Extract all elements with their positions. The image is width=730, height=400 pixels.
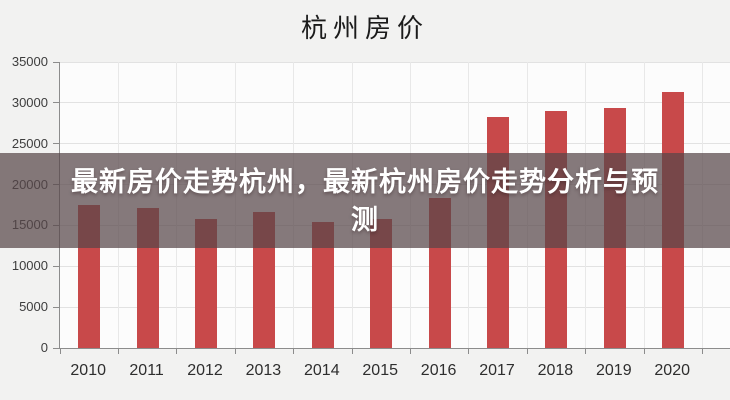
- gridline-horizontal: [60, 265, 730, 267]
- x-axis-tick: [351, 349, 353, 354]
- y-axis-tick: [53, 102, 59, 104]
- x-axis-tick: [468, 349, 470, 354]
- x-axis-tick-label: 2013: [245, 362, 282, 379]
- y-axis-tick: [53, 61, 59, 63]
- y-axis-tick: [53, 306, 59, 308]
- x-axis-tick: [409, 349, 411, 354]
- x-axis-tick: [176, 349, 178, 354]
- x-axis-tick-label: 2010: [70, 362, 106, 379]
- x-axis-tick: [117, 349, 119, 354]
- chart-title: 杭州房价: [300, 14, 429, 43]
- y-axis-tick-label: 0: [40, 340, 48, 355]
- x-axis-tick-label: 2012: [187, 362, 223, 379]
- x-axis-tick: [234, 349, 236, 354]
- y-axis-tick-label: 10000: [11, 258, 48, 274]
- y-axis-tick-label: 35000: [11, 54, 48, 69]
- gridline-horizontal: [60, 102, 730, 104]
- x-axis-tick: [701, 349, 703, 354]
- headline-text-line1: 最新房价走势杭州，最新杭州房价走势分析与预: [71, 166, 659, 197]
- headline-overlay: 最新房价走势杭州，最新杭州房价走势分析与预 测: [0, 153, 730, 248]
- bar-2012: [195, 218, 217, 348]
- gridline-horizontal: [60, 61, 730, 63]
- y-axis-tick-label: 25000: [11, 135, 48, 151]
- x-axis-tick-label: 2019: [596, 362, 632, 379]
- x-axis-tick-label: 2015: [362, 362, 398, 379]
- x-axis-tick: [585, 349, 587, 354]
- x-axis-tick-label: 2016: [420, 362, 457, 379]
- x-axis-tick: [59, 349, 61, 354]
- x-axis-tick-label: 2014: [304, 362, 340, 379]
- x-axis-tick-label: 2017: [479, 362, 515, 379]
- gridline-horizontal: [60, 143, 730, 145]
- bar-2014: [311, 222, 334, 348]
- y-axis-tick: [53, 143, 59, 145]
- x-axis-tick: [293, 349, 295, 354]
- bar-2015: [370, 218, 393, 348]
- y-axis-tick-label: 5000: [19, 299, 48, 315]
- y-axis-tick-label: 30000: [11, 94, 48, 110]
- headline-text-line2: 测: [351, 204, 379, 235]
- x-axis-tick-label: 2011: [129, 362, 164, 379]
- y-axis-tick: [53, 347, 59, 349]
- x-axis-tick-label: 2018: [537, 362, 574, 379]
- x-axis-tick: [643, 349, 645, 354]
- x-axis-tick: [526, 349, 528, 354]
- y-axis-tick: [53, 265, 59, 267]
- gridline-horizontal: [60, 306, 730, 308]
- x-axis-tick-label: 2020: [654, 362, 690, 379]
